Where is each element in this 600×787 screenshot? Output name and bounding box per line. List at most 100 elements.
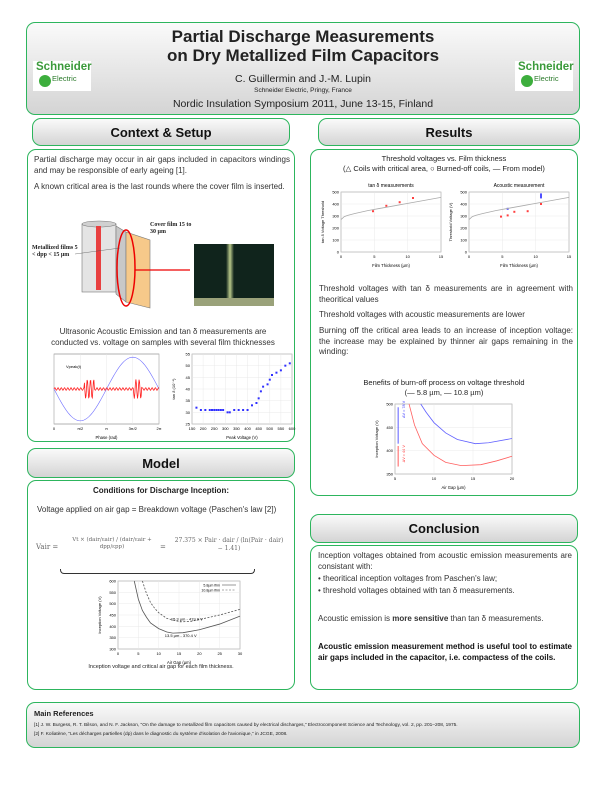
x-axis-label: Air Gap (µm) <box>441 485 466 490</box>
y-tick-label: 400 <box>109 624 116 629</box>
poster-title: Partial Discharge Measurements on Dry Me… <box>27 27 579 65</box>
y-axis-label: Threshold Voltage (V) <box>448 202 453 241</box>
x-tick-label: 250 <box>211 426 218 431</box>
acoustic-waveform-chart: 0 π/2 π 3π/2 2π Phase (rad) Vpeak(t) <box>53 353 162 440</box>
x-tick-label: 5 <box>373 254 376 259</box>
legend-label: 5.8µm film <box>203 584 220 588</box>
y-tick-label: 400 <box>386 448 393 453</box>
x-axis-label: Peak Voltage (V) <box>226 435 258 440</box>
plot-area <box>340 191 442 253</box>
data-point <box>398 201 401 204</box>
data-point <box>506 214 509 217</box>
metallized-label: Metallized films 5 < dpp < 15 µm <box>32 245 78 258</box>
context-title: Context & Setup <box>110 124 212 140</box>
reference-1: [1] J. W. Burgess, R. T. Bilson, and N. … <box>34 723 458 728</box>
data-point <box>500 215 502 218</box>
plot-area <box>394 403 513 475</box>
y-tick-label: 600 <box>109 579 116 584</box>
x-tick-label: 10 <box>432 476 437 481</box>
affiliation: Schneider Electric, Pringy, France <box>254 87 352 94</box>
x-tick-label: 5 <box>501 254 504 259</box>
results-header: Results <box>318 118 580 146</box>
data-point <box>215 409 218 411</box>
x-axis-label: Film Thickness (µm) <box>500 263 538 268</box>
x-tick-label: π <box>105 426 108 431</box>
brace <box>60 569 255 574</box>
y-tick-label: 500 <box>386 402 393 407</box>
y-tick-label: 500 <box>109 601 116 606</box>
delta-v-red-label: ΔV = 44 V <box>402 445 406 463</box>
tan-delta-vs-voltage-chart: 150 200 250 300 350 400 450 500 550 600 25 30 35 40 45… <box>171 352 296 441</box>
x-tick-label: 15 <box>471 476 476 481</box>
y-tick-label: 450 <box>109 613 116 618</box>
y-tick-label: 350 <box>109 635 116 640</box>
data-point <box>540 203 542 205</box>
context-p2: A known critical area is the last rounds… <box>34 182 285 191</box>
data-point <box>526 210 529 213</box>
context-p3: Ultrasonic Acoustic Emission and tan δ m… <box>51 327 275 347</box>
results-panel: Threshold voltages vs. Film thickness (△… <box>310 149 578 496</box>
conclusion-bullet-1: • theoritical inception voltages from Pa… <box>318 574 498 583</box>
conclusion-title: Conclusion <box>408 521 480 536</box>
x-axis-label: Phase (rad) <box>96 435 118 440</box>
y-tick-label: 200 <box>332 226 339 231</box>
data-point <box>211 409 213 411</box>
y-tick-label: 35 <box>186 398 191 403</box>
acoustic-signal <box>53 379 160 400</box>
data-point <box>540 196 542 199</box>
series-line-1 <box>340 197 442 220</box>
x-tick-label: 450 <box>255 426 262 431</box>
results-fig-legend: (△ Coils with critical area, ○ Burned-of… <box>343 164 545 173</box>
data-point <box>271 374 273 376</box>
data-point <box>279 369 282 372</box>
data-point <box>262 385 265 388</box>
data-point <box>513 210 516 213</box>
data-point <box>204 409 207 411</box>
capacitor-diagram <box>74 220 190 309</box>
x-tick-label: 15 <box>567 254 572 259</box>
conference: Nordic Insulation Symposium 2011, June 1… <box>172 98 434 110</box>
y-tick-label: 400 <box>460 202 467 207</box>
metallized-pointer <box>74 247 121 255</box>
discharge-photo <box>194 244 274 306</box>
x-tick-label: 15 <box>177 651 182 656</box>
x-axis-label: Film Thickness (µm) <box>372 263 410 268</box>
data-point <box>266 383 269 386</box>
data-point <box>222 409 225 411</box>
x-tick-label: 5 <box>137 651 140 656</box>
results-title: Results <box>425 124 473 140</box>
data-point <box>237 409 240 411</box>
y-tick-label: 100 <box>332 238 339 243</box>
series-line-1 <box>142 580 241 623</box>
min-annotation-5.8: 13.5 µm - 370.4 V <box>165 633 197 638</box>
series-line-1 <box>420 403 513 445</box>
p2a: Acoustic emission is <box>318 614 393 623</box>
data-point <box>385 204 388 207</box>
x-tick-label: 500 <box>266 426 273 431</box>
y-axis-label: tan δ (10⁻⁴) <box>171 378 176 400</box>
data-point <box>412 197 414 199</box>
title-line-1: Partial Discharge Measurements <box>171 27 435 46</box>
eq-left: Vair = <box>36 543 59 551</box>
context-p1: Partial discharge may occur in air gaps … <box>34 155 290 175</box>
data-point <box>268 378 271 381</box>
data-point <box>540 193 542 196</box>
x-tick-label: 3π/2 <box>129 426 138 431</box>
conclusion-bullet-2: • threshold voltages obtained with tan δ… <box>318 586 515 595</box>
title-banner: Schneider Electric Schneider Electric Part… <box>26 22 580 115</box>
results-p3: Burning off the critical area leads to a… <box>319 326 573 356</box>
data-point <box>226 411 229 414</box>
x-axis-label: Air Gap (µm) <box>167 660 192 665</box>
results-fig2-title: Benefits of burn-off process on voltage … <box>363 378 525 387</box>
y-axis-label: tan δ Voltage Threshold <box>320 201 325 243</box>
eq-mid: Vt × (dair/εair) / (dair/εair + dpp/εpp) <box>72 537 152 550</box>
schneider-logo-right: Schneider Electric <box>515 61 574 91</box>
equation: Vair = Vt × (dair/εair) / (dair/εair + d… <box>36 531 288 567</box>
paschen-chart: 0 5 10 15 20 25 30 300 350 400 450 500 550 600 Air Gap… <box>97 579 243 666</box>
model-subtitle: Conditions for Discharge Inception: <box>92 486 229 495</box>
x-tick-label: 20 <box>197 651 202 656</box>
x-tick-label: 15 <box>439 254 444 259</box>
p2c: than tan δ measurements. <box>448 614 544 623</box>
series-line-2 <box>468 197 570 220</box>
x-tick-label: 350 <box>233 426 240 431</box>
